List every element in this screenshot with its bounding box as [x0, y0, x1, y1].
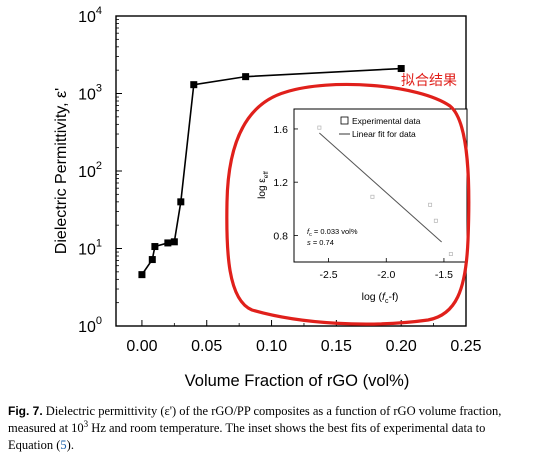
- inset-plot-frame: [293, 108, 468, 263]
- main-x-axis-label: Volume Fraction of rGO (vol%): [185, 372, 410, 390]
- inset-y-axis-label: log εeff: [257, 171, 270, 199]
- figure-caption: Fig. 7. Dielectric permittivity (ε') of …: [8, 403, 530, 454]
- figure: 100 101 102 103 104 0.00 0.05 0.10 0.15 0.20 0.25…: [53, 5, 482, 390]
- main-y-tick-label: 102: [78, 160, 102, 181]
- legend-label-fit: Linear fit for data: [352, 129, 416, 139]
- main-data-point: [151, 243, 159, 251]
- caption-label: Fig. 7.: [8, 404, 43, 418]
- main-data-point: [148, 256, 156, 264]
- main-x-tick-label: 0.05: [191, 338, 222, 355]
- main-x-tick-label: 0.10: [256, 338, 287, 355]
- main-y-tick-label: 101: [78, 238, 102, 259]
- main-x-tick-label: 0.20: [386, 338, 417, 355]
- inset-y-tick-label: 1.6: [273, 124, 288, 136]
- inset-x-tick-label: -2.0: [377, 269, 395, 281]
- main-data-point: [397, 65, 405, 73]
- inset-y-ticks: 0.8 1.2 1.6: [273, 124, 298, 242]
- inset-series: [317, 125, 453, 256]
- inset-x-ticks: -2.5 -2.0 -1.5: [320, 258, 453, 281]
- inset-data-point: [317, 125, 322, 130]
- inset-y-tick-label: 1.2: [273, 177, 288, 189]
- main-series: [138, 65, 405, 279]
- main-data-point: [170, 238, 178, 246]
- main-chart: 100 101 102 103 104 0.00 0.05 0.10 0.15 0.20 0.25…: [53, 5, 482, 390]
- main-data-point: [177, 198, 185, 206]
- inset-data-point: [433, 218, 438, 223]
- caption-text-2: Hz and room temperature. The inset shows…: [8, 421, 486, 452]
- main-data-point: [164, 239, 172, 247]
- highlight-loop: [225, 82, 471, 326]
- param-s: s = 0.74: [307, 238, 334, 247]
- main-y-tick-label: 100: [78, 315, 102, 336]
- main-y-tick-label: 104: [78, 5, 102, 26]
- caption-superscript: 3: [83, 418, 89, 429]
- main-x-tick-label: 0.15: [321, 338, 352, 355]
- main-x-tick-label: 0.00: [126, 338, 157, 355]
- main-data-point: [138, 271, 146, 279]
- param-fc: fc = 0.033 vol%: [307, 227, 358, 238]
- main-y-ticks: 100 101 102 103 104: [78, 5, 122, 336]
- inset-data-point: [370, 194, 375, 199]
- main-x-tick-label: 0.25: [450, 338, 481, 355]
- inset-data-point: [428, 202, 433, 207]
- inset-x-tick-label: -1.5: [435, 269, 453, 281]
- inset-params: fc = 0.033 vol% s = 0.74: [307, 227, 358, 247]
- main-y-axis-label: Dielectric Permittivity, ε': [53, 88, 70, 254]
- main-x-ticks: 0.00 0.05 0.10 0.15 0.20 0.25: [126, 320, 482, 355]
- legend-label-experimental: Experimental data: [352, 116, 421, 126]
- caption-text-1: Dielectric permittivity (ε') of the rGO/…: [8, 404, 502, 435]
- legend-marker-experimental: [340, 116, 349, 125]
- inset-x-tick-label: -2.5: [320, 269, 338, 281]
- main-data-point: [190, 81, 198, 89]
- main-data-point: [242, 73, 250, 81]
- inset-y-tick-label: 0.8: [273, 230, 288, 242]
- inset-data-point: [448, 252, 453, 256]
- inset-chart: 0.8 1.2 1.6 -2.5 -2.0 -1.5 Experimental data…: [257, 108, 468, 305]
- annotation-note: 拟合结果: [401, 73, 457, 89]
- inset-legend: Experimental data Linear fit for data: [339, 116, 421, 139]
- inset-fit-line: [319, 132, 442, 243]
- inset-x-axis-label: log (fc-f): [362, 291, 399, 305]
- caption-text-3: ).: [66, 438, 74, 452]
- caption-equation-ref[interactable]: 5: [60, 438, 67, 452]
- main-y-tick-label: 103: [78, 83, 102, 104]
